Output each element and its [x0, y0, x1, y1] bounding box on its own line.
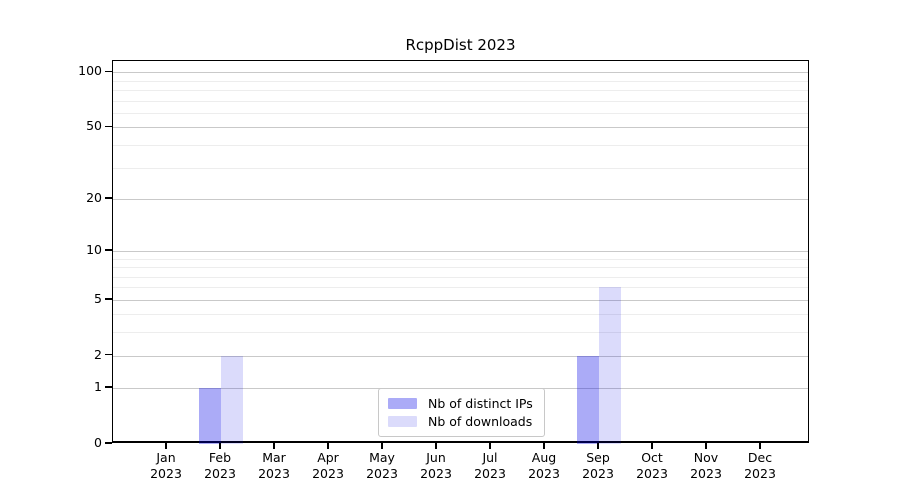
y-tick-mark: [105, 249, 112, 251]
major-gridline: [113, 299, 808, 301]
x-tick-mark: [435, 443, 437, 449]
minor-gridline: [113, 314, 808, 316]
x-tick-year: 2023: [690, 466, 722, 481]
legend-row: Nb of downloads: [388, 414, 535, 429]
x-tick-year: 2023: [258, 466, 290, 481]
x-tick-label: Oct 2023: [625, 450, 679, 482]
x-tick-label: Dec 2023: [733, 450, 787, 482]
y-tick-label: 0: [94, 435, 102, 450]
minor-gridline: [113, 145, 808, 147]
x-tick-month: Jun: [426, 450, 446, 465]
major-gridline: [113, 127, 808, 129]
x-tick-label: Mar 2023: [247, 450, 301, 482]
major-gridline: [113, 355, 808, 357]
x-tick-label: Sep 2023: [571, 450, 625, 482]
x-tick-month: Oct: [641, 450, 663, 465]
legend-label: Nb of downloads: [428, 414, 533, 429]
chart-title: RcppDist 2023: [405, 36, 516, 54]
x-tick-mark: [597, 443, 599, 449]
y-tick-label: 1: [94, 379, 102, 395]
x-tick-month: May: [369, 450, 395, 465]
legend: Nb of distinct IPs Nb of downloads: [378, 388, 545, 437]
x-tick-year: 2023: [474, 466, 506, 481]
x-tick-month: Sep: [586, 450, 610, 465]
y-tick-label: 2: [94, 346, 102, 362]
x-tick-month: Dec: [747, 450, 773, 465]
x-tick-mark: [543, 443, 545, 449]
x-tick-mark: [327, 443, 329, 449]
minor-gridline: [113, 167, 808, 169]
legend-swatch-distinct-ips: [388, 398, 417, 409]
x-tick-label: Jul 2023: [463, 450, 517, 482]
minor-gridline: [113, 287, 808, 289]
x-tick-mark: [381, 443, 383, 449]
minor-gridline: [113, 332, 808, 334]
major-gridline: [113, 250, 808, 252]
minor-gridline: [113, 276, 808, 278]
y-tick-mark: [105, 298, 112, 300]
minor-gridline: [113, 80, 808, 82]
x-tick-year: 2023: [366, 466, 398, 481]
x-tick-year: 2023: [528, 466, 560, 481]
bar-downloads: [221, 355, 243, 444]
legend-row: Nb of distinct IPs: [388, 396, 535, 411]
y-tick-mark: [105, 70, 112, 73]
x-tick-mark: [759, 443, 761, 449]
legend-swatch-downloads: [388, 416, 417, 427]
minor-gridline: [113, 258, 808, 260]
x-tick-year: 2023: [312, 466, 344, 481]
plot-area: [112, 60, 809, 444]
x-tick-month: Jul: [482, 450, 498, 465]
x-tick-mark: [165, 443, 167, 449]
minor-gridline: [113, 267, 808, 269]
y-tick-label: 5: [94, 290, 102, 306]
x-tick-year: 2023: [204, 466, 236, 481]
bar-distinct-ips: [577, 355, 599, 444]
y-tick-label: 50: [86, 118, 102, 134]
x-tick-mark: [273, 443, 275, 449]
x-tick-mark: [651, 443, 653, 449]
x-tick-month: Jan: [156, 450, 176, 465]
minor-gridline: [113, 90, 808, 92]
x-tick-mark: [489, 443, 491, 449]
y-tick-mark: [105, 442, 112, 444]
x-tick-year: 2023: [744, 466, 776, 481]
x-tick-label: Apr 2023: [301, 450, 355, 482]
x-tick-month: Mar: [262, 450, 286, 465]
bar-downloads: [599, 287, 621, 444]
x-tick-label: Jan 2023: [139, 450, 193, 482]
x-tick-mark: [219, 443, 221, 449]
major-gridline: [113, 72, 808, 74]
y-tick-mark: [105, 125, 112, 128]
y-tick-mark: [105, 197, 112, 199]
x-tick-label: Jun 2023: [409, 450, 463, 482]
minor-gridline: [113, 113, 808, 115]
y-tick-label: 20: [86, 189, 102, 205]
y-tick-mark: [105, 386, 112, 388]
x-tick-month: Apr: [317, 450, 339, 465]
legend-label: Nb of distinct IPs: [428, 396, 533, 411]
major-gridline: [113, 198, 808, 200]
x-tick-month: Feb: [208, 450, 232, 465]
x-tick-label: May 2023: [355, 450, 409, 482]
x-tick-year: 2023: [420, 466, 452, 481]
x-tick-year: 2023: [636, 466, 668, 481]
minor-gridline: [113, 100, 808, 102]
x-tick-month: Nov: [693, 450, 719, 465]
y-tick-mark: [105, 353, 112, 356]
x-tick-year: 2023: [582, 466, 614, 481]
x-tick-label: Nov 2023: [679, 450, 733, 482]
x-tick-month: Aug: [531, 450, 557, 465]
x-tick-year: 2023: [150, 466, 182, 481]
bar-distinct-ips: [199, 388, 221, 444]
y-tick-label: 100: [78, 63, 102, 79]
x-tick-label: Aug 2023: [517, 450, 571, 482]
y-tick-label: 10: [86, 241, 102, 257]
x-tick-label: Feb 2023: [193, 450, 247, 482]
x-tick-mark: [705, 443, 707, 449]
